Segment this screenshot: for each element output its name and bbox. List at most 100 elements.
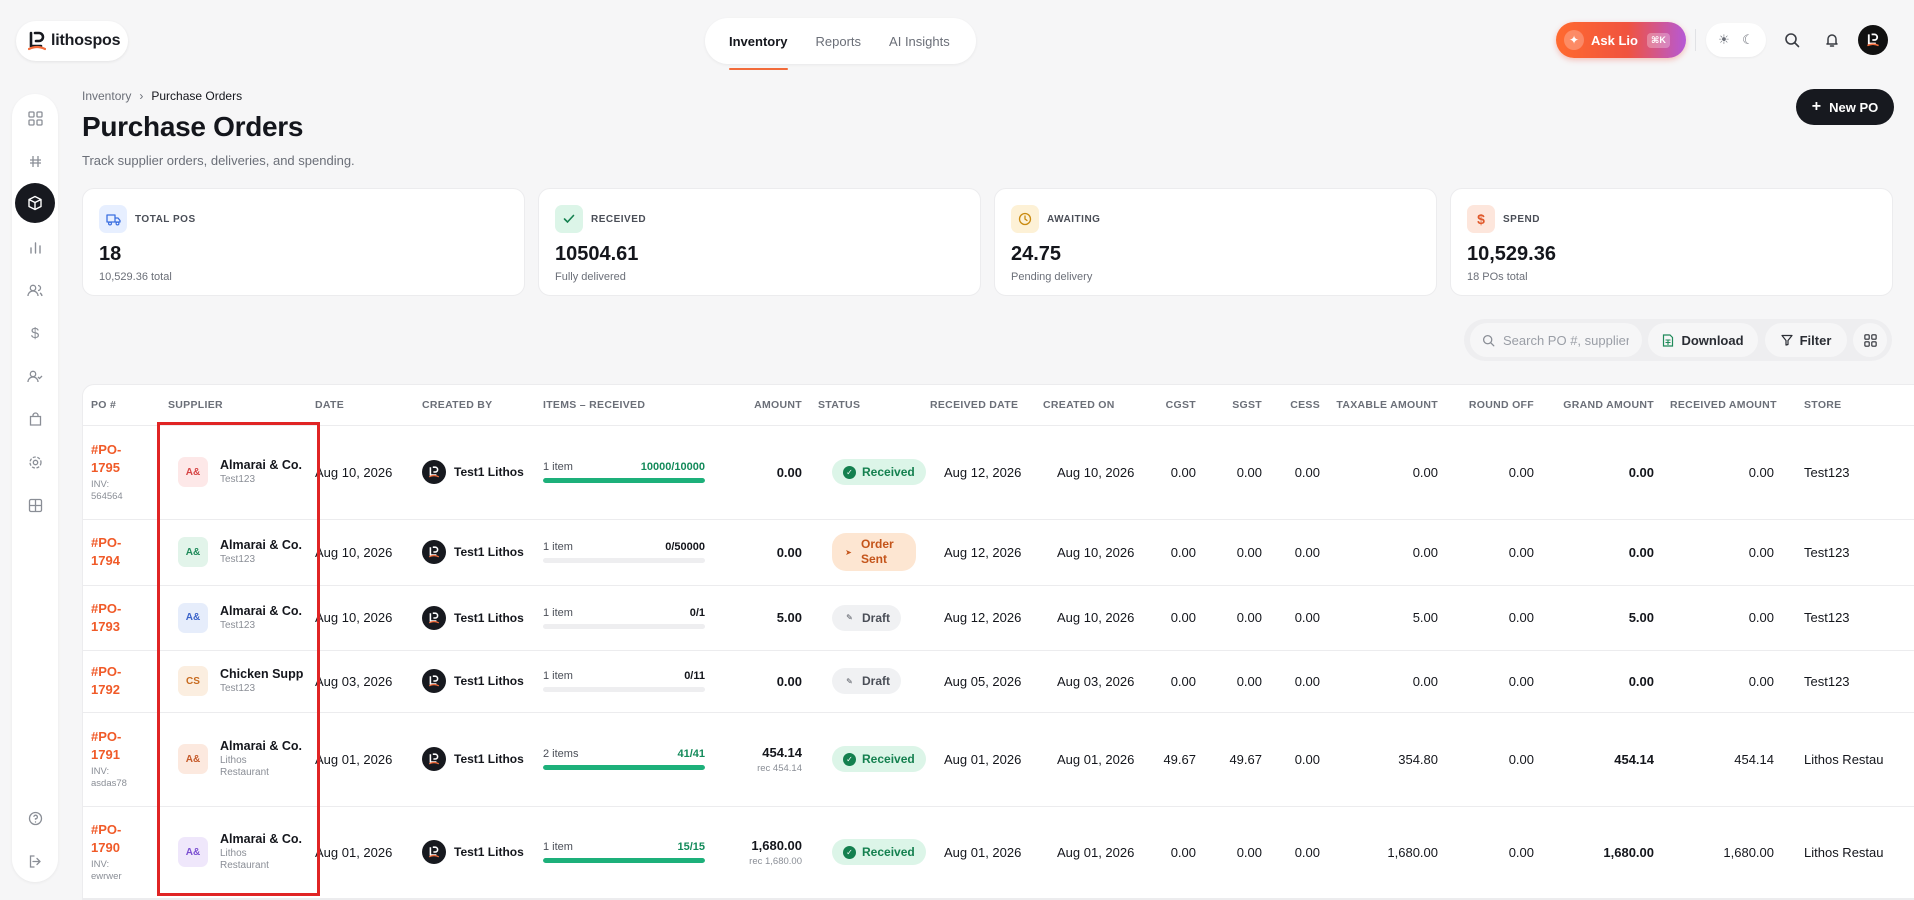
col-header-supplier[interactable]: SUPPLIER bbox=[160, 385, 307, 426]
stat-sub: 18 POs total bbox=[1467, 271, 1528, 283]
round-off-cell: 0.00 bbox=[1446, 519, 1542, 586]
cess-cell: 0.00 bbox=[1270, 519, 1328, 586]
moon-icon[interactable]: ☾ bbox=[1742, 32, 1754, 47]
po-cell[interactable]: #PO-1792 bbox=[83, 650, 160, 713]
table-row[interactable]: #PO-1791 INV: asdas78 A& Almarai & Co. Litho… bbox=[83, 712, 1914, 807]
status-badge[interactable]: ✎ Draft bbox=[832, 668, 902, 694]
col-header-received-amount[interactable]: RECEIVED AMOUNT bbox=[1662, 385, 1782, 426]
supplier-cell: CS Chicken Supp Test123 bbox=[160, 650, 307, 713]
clock-icon bbox=[1011, 205, 1039, 233]
bell-icon[interactable] bbox=[1820, 28, 1844, 52]
po-number[interactable]: #PO-1795 bbox=[91, 442, 122, 475]
sidebar-item-dashboard[interactable] bbox=[15, 98, 55, 138]
store-cell: Test123 bbox=[1782, 650, 1914, 713]
table-row[interactable]: #PO-1790 INV: ewrwer A& Almarai & Co. Lithos… bbox=[83, 806, 1914, 899]
bar-chart-icon bbox=[29, 241, 41, 254]
col-header-round-off[interactable]: ROUND OFF bbox=[1446, 385, 1542, 426]
po-cell[interactable]: #PO-1794 bbox=[83, 519, 160, 586]
breadcrumb-inventory[interactable]: Inventory bbox=[82, 89, 132, 103]
col-header-grand[interactable]: GRAND AMOUNT bbox=[1542, 385, 1662, 426]
spreadsheet-icon bbox=[1663, 333, 1674, 347]
received-date-cell: Aug 12, 2026 bbox=[922, 425, 1035, 520]
logo-text: lithospos bbox=[51, 32, 121, 49]
col-header-created-on[interactable]: CREATED ON bbox=[1035, 385, 1148, 426]
search-box[interactable] bbox=[1470, 323, 1642, 357]
table-row[interactable]: #PO-1794 A& Almarai & Co. Test123 Aug 10, 20… bbox=[83, 519, 1914, 586]
po-number[interactable]: #PO-1792 bbox=[91, 664, 122, 697]
created-by-cell: Test1 Lithos bbox=[414, 650, 535, 713]
search-input[interactable] bbox=[1503, 332, 1629, 348]
status-badge[interactable]: ✓ Received bbox=[832, 839, 926, 865]
table-row[interactable]: #PO-1795 INV: 564564 A& Almarai & Co. Test12… bbox=[83, 425, 1914, 520]
status-badge[interactable]: ➤ Order Sent bbox=[832, 533, 916, 571]
col-header-cess[interactable]: CESS bbox=[1270, 385, 1328, 426]
progress-bar bbox=[543, 858, 705, 863]
sidebar-item-finance[interactable]: $ bbox=[15, 313, 55, 353]
top-nav: Inventory Reports AI Insights bbox=[705, 18, 976, 70]
sidebar-item-menu[interactable] bbox=[15, 141, 55, 181]
col-header-cgst[interactable]: CGST bbox=[1148, 385, 1204, 426]
date-cell: Aug 10, 2026 bbox=[307, 519, 414, 586]
lithospos-logo-icon bbox=[422, 460, 446, 484]
col-header-created-by[interactable]: CREATED BY bbox=[414, 385, 535, 426]
tab-reports[interactable]: Reports bbox=[815, 33, 862, 49]
supplier-cell: A& Almarai & Co. Test123 bbox=[160, 585, 307, 651]
created-on-cell: Aug 01, 2026 bbox=[1035, 806, 1148, 899]
store-cell: Lithos Restau bbox=[1782, 806, 1914, 899]
download-button[interactable]: Download bbox=[1648, 323, 1758, 357]
filter-button[interactable]: Filter bbox=[1765, 323, 1847, 357]
search-icon[interactable] bbox=[1780, 28, 1804, 52]
col-header-po[interactable]: PO # bbox=[83, 385, 160, 426]
po-number[interactable]: #PO-1793 bbox=[91, 600, 122, 634]
sidebar-item-staff[interactable] bbox=[15, 356, 55, 396]
status-badge[interactable]: ✓ Received bbox=[832, 746, 926, 772]
received-date-cell: Aug 01, 2026 bbox=[922, 712, 1035, 807]
po-cell[interactable]: #PO-1793 bbox=[83, 585, 160, 651]
tab-inventory[interactable]: Inventory bbox=[715, 18, 802, 70]
sidebar-item-apps[interactable] bbox=[15, 485, 55, 525]
col-header-items[interactable]: ITEMS – RECEIVED bbox=[535, 385, 718, 426]
column-settings-button[interactable] bbox=[1853, 323, 1887, 357]
sidebar-item-logout[interactable] bbox=[15, 841, 55, 881]
col-header-date[interactable]: DATE bbox=[307, 385, 414, 426]
received-ratio: 0/11 bbox=[684, 670, 705, 682]
col-header-status[interactable]: STATUS bbox=[810, 385, 922, 426]
tab-ai-insights[interactable]: AI Insights bbox=[889, 33, 950, 49]
col-header-received-date[interactable]: RECEIVED DATE bbox=[922, 385, 1035, 426]
sidebar-item-inventory[interactable] bbox=[15, 183, 55, 223]
grand-amount-cell: 0.00 bbox=[1542, 650, 1662, 713]
status-badge[interactable]: ✎ Draft bbox=[832, 604, 902, 631]
breadcrumb-current: Purchase Orders bbox=[151, 89, 243, 103]
col-header-store[interactable]: STORE bbox=[1782, 385, 1914, 426]
sidebar-item-customers[interactable] bbox=[15, 270, 55, 310]
table-row[interactable]: #PO-1792 CS Chicken Supp Test123 Aug 03, 202… bbox=[83, 650, 1914, 713]
theme-toggle[interactable]: ☀ ☾ bbox=[1706, 23, 1766, 57]
round-off-cell: 0.00 bbox=[1446, 806, 1542, 899]
app-logo[interactable]: lithospos bbox=[16, 21, 128, 61]
sidebar-item-orders[interactable] bbox=[15, 399, 55, 439]
stat-label: RECEIVED bbox=[591, 214, 647, 225]
col-header-amount[interactable]: AMOUNT bbox=[718, 385, 810, 426]
table-row[interactable]: #PO-1793 A& Almarai & Co. Test123 Aug 10, 20… bbox=[83, 585, 1914, 651]
col-header-sgst[interactable]: SGST bbox=[1204, 385, 1270, 426]
po-number[interactable]: #PO-1790 bbox=[91, 822, 122, 855]
sidebar-item-settings[interactable] bbox=[15, 442, 55, 482]
col-header-taxable[interactable]: TAXABLE AMOUNT bbox=[1328, 385, 1446, 426]
sidebar-item-reports[interactable] bbox=[15, 227, 55, 267]
po-number[interactable]: #PO-1791 bbox=[91, 729, 122, 762]
amount: 0.00 bbox=[776, 464, 802, 480]
po-number[interactable]: #PO-1794 bbox=[91, 535, 122, 568]
sun-icon[interactable]: ☀ bbox=[1718, 32, 1730, 47]
progress-fill bbox=[543, 478, 705, 483]
po-cell[interactable]: #PO-1791 INV: asdas78 bbox=[83, 712, 160, 807]
date-cell: Aug 01, 2026 bbox=[307, 712, 414, 807]
creator-name: Test1 Lithos bbox=[454, 845, 524, 859]
status-badge[interactable]: ✓ Received bbox=[832, 459, 926, 485]
new-po-button[interactable]: + New PO bbox=[1796, 89, 1894, 125]
user-avatar[interactable] bbox=[1858, 25, 1888, 55]
po-cell[interactable]: #PO-1795 INV: 564564 bbox=[83, 425, 160, 520]
supplier-cell: A& Almarai & Co. Test123 bbox=[160, 519, 307, 586]
ask-lio-button[interactable]: ✦ Ask Lio ⌘K bbox=[1556, 22, 1686, 58]
sidebar-item-help[interactable] bbox=[15, 798, 55, 838]
po-cell[interactable]: #PO-1790 INV: ewrwer bbox=[83, 806, 160, 899]
